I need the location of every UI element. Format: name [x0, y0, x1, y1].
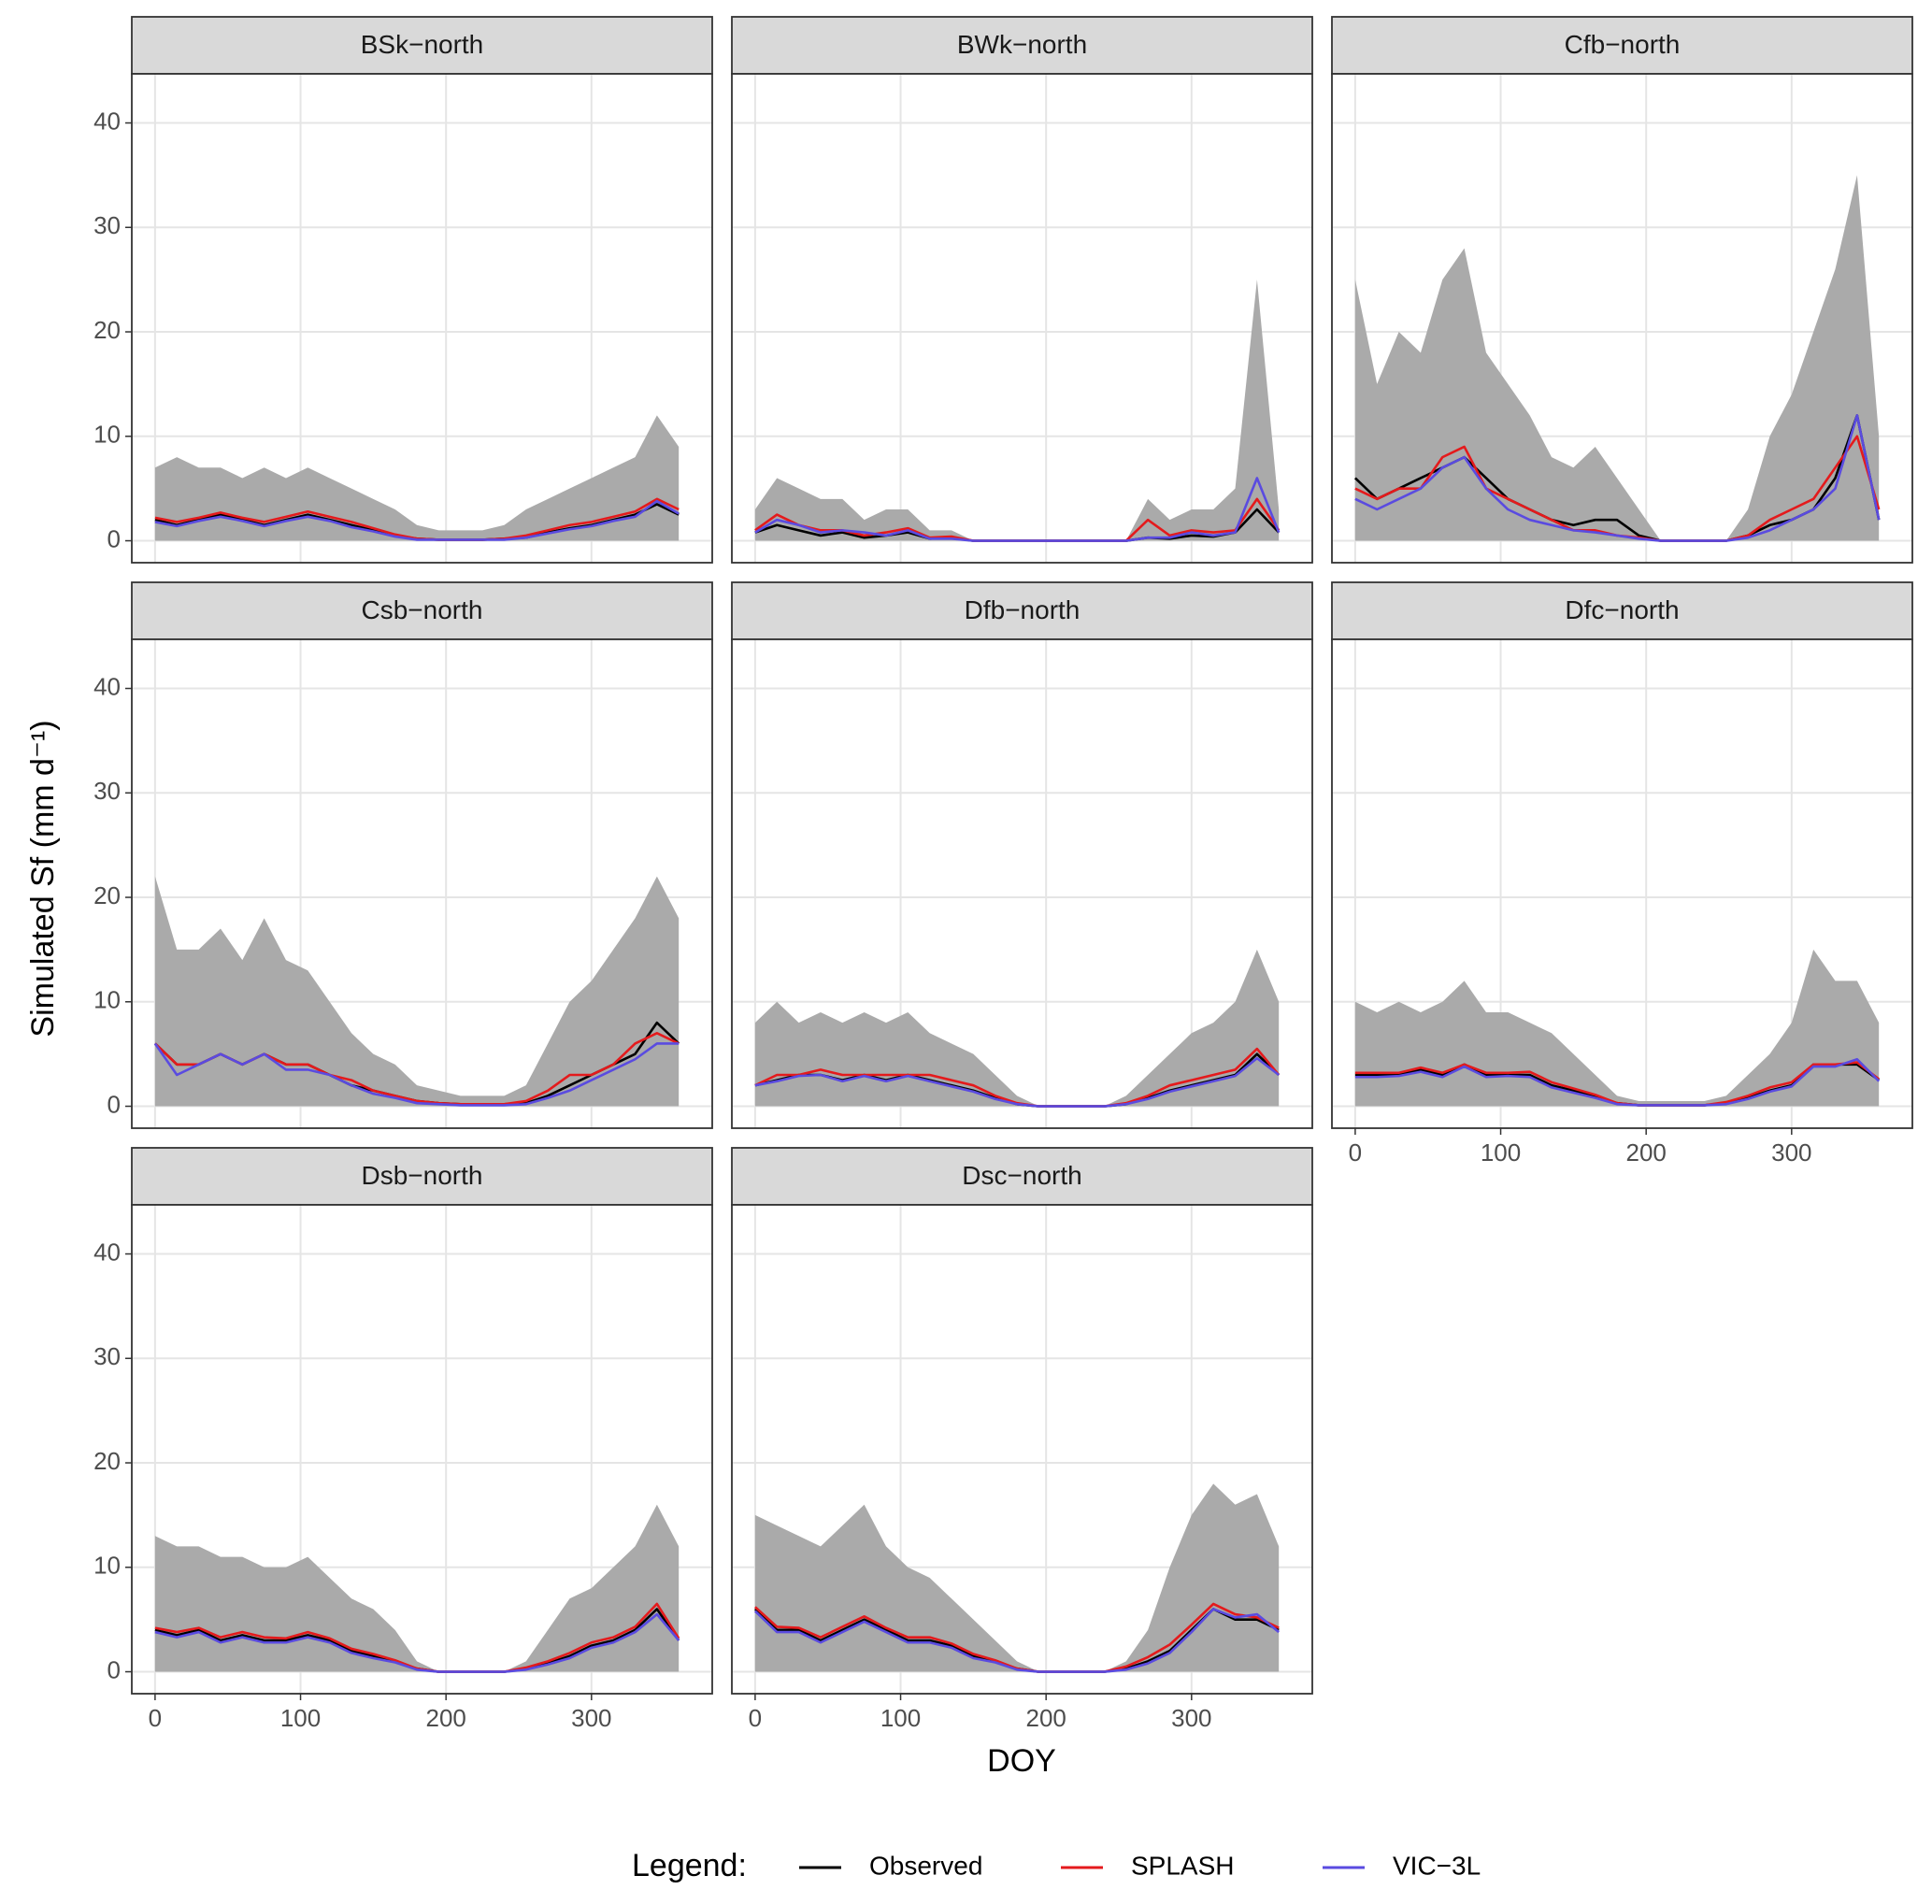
- y-axis-title: Simulated Sf (mm d⁻¹): [25, 720, 61, 1037]
- panel-border: [731, 73, 1313, 564]
- panel-title: BSk−north: [361, 30, 484, 59]
- panel-border: [731, 1204, 1313, 1695]
- y-tick-label: 20: [93, 881, 121, 909]
- x-tick-label: 0: [149, 1704, 162, 1732]
- series-line: [754, 1608, 1281, 1673]
- y-tick-label: 20: [93, 1447, 121, 1475]
- panel-background: [732, 74, 1312, 563]
- range-band: [154, 415, 680, 541]
- range-band: [1354, 175, 1880, 541]
- y-tick-label: 30: [93, 1342, 121, 1370]
- x-tick-label: 300: [571, 1704, 611, 1732]
- range-band: [154, 876, 680, 1107]
- x-tick-label: 200: [425, 1704, 465, 1732]
- strip: [731, 581, 1313, 640]
- series-line: [1354, 1057, 1881, 1107]
- legend-label: VIC−3L: [1393, 1851, 1481, 1880]
- x-tick-label: 300: [1771, 1138, 1811, 1167]
- y-tick-label: 0: [107, 524, 121, 552]
- x-tick-label: 200: [1025, 1704, 1066, 1732]
- strip: [131, 16, 713, 75]
- series-line: [154, 1612, 680, 1673]
- panel-title: Dfc−north: [1565, 595, 1679, 624]
- x-tick-label: 0: [749, 1704, 762, 1732]
- panel-border: [131, 638, 713, 1129]
- strip: [131, 581, 713, 640]
- series-line: [754, 477, 1281, 542]
- y-tick-label: 10: [93, 1552, 121, 1580]
- x-tick-label: 100: [880, 1704, 921, 1732]
- panel-title: Csb−north: [362, 595, 483, 624]
- panel-border: [1331, 73, 1913, 564]
- x-tick-label: 100: [1481, 1138, 1521, 1167]
- y-tick-label: 0: [107, 1090, 121, 1118]
- y-tick-label: 20: [93, 316, 121, 344]
- range-band: [154, 1504, 680, 1672]
- legend-title: Legend:: [632, 1848, 747, 1883]
- panel-border: [131, 73, 713, 564]
- strip: [1331, 581, 1913, 640]
- x-tick-label: 100: [280, 1704, 321, 1732]
- series-line: [1354, 414, 1881, 542]
- series-line: [154, 499, 680, 541]
- x-axis-title: DOY: [987, 1743, 1056, 1779]
- panel-title: Dsc−north: [962, 1161, 1081, 1190]
- panel-title: Cfb−north: [1565, 30, 1681, 59]
- y-tick-label: 10: [93, 421, 121, 449]
- x-tick-label: 300: [1171, 1704, 1211, 1732]
- range-band: [754, 279, 1280, 541]
- y-tick-label: 10: [93, 986, 121, 1014]
- legend-label: Observed: [869, 1851, 982, 1880]
- y-tick-label: 40: [93, 1238, 121, 1266]
- panel-border: [731, 638, 1313, 1129]
- y-tick-label: 40: [93, 107, 121, 135]
- x-tick-label: 0: [1349, 1138, 1362, 1167]
- series-line: [153, 1042, 680, 1107]
- y-tick-label: 0: [107, 1655, 121, 1683]
- panel-border: [131, 1204, 713, 1695]
- series-line: [754, 1056, 1280, 1108]
- x-tick-label: 200: [1625, 1138, 1666, 1167]
- range-band: [754, 1483, 1280, 1672]
- y-tick-label: 30: [93, 777, 121, 805]
- range-band: [754, 949, 1280, 1107]
- strip: [1331, 16, 1913, 75]
- y-tick-label: 30: [93, 211, 121, 239]
- panel-title: BWk−north: [957, 30, 1087, 59]
- y-tick-label: 40: [93, 672, 121, 700]
- legend-label: SPLASH: [1131, 1851, 1235, 1880]
- panel-border: [1331, 638, 1913, 1129]
- panel-title: Dsb−north: [362, 1161, 483, 1190]
- range-band: [1354, 949, 1880, 1107]
- panel-title: Dfb−north: [965, 595, 1080, 624]
